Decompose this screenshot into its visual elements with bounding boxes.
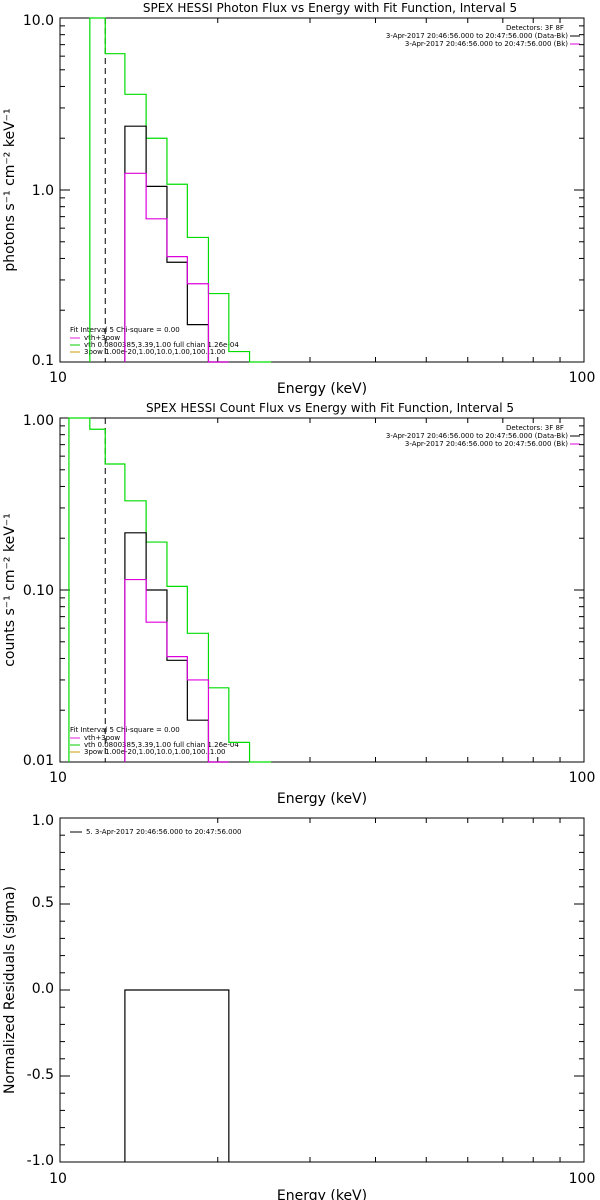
photon-fit-3pow-annotation: 3pow 1.00e-20,1.00,10.0,1.00,100.,1.00 — [84, 348, 226, 356]
residuals-x-tick-100: 100 — [569, 1171, 596, 1187]
photon-x-tick-100: 100 — [569, 370, 596, 386]
photon-y-tick-0.1: 0.1 — [32, 353, 54, 369]
photon-chart-title: SPEX HESSI Photon Flux vs Energy with Fi… — [143, 1, 517, 15]
count-fit-3pow-annotation: 3pow 1.00e-20,1.00,10.0,1.00,100.,1.00 — [84, 748, 226, 756]
count-series-2-steps — [124, 578, 229, 763]
photon-series-2-steps — [124, 172, 229, 363]
residuals-legend-text: 5. 3-Apr-2017 20:46:56.000 to 20:47:56.0… — [86, 828, 241, 836]
count-x-tick-10: 10 — [49, 770, 67, 786]
count-series-0-steps — [68, 417, 272, 763]
count-fit-vth-annotation: vth 0.0800385,3.39,1.00 full chian 1.26e… — [84, 741, 239, 749]
photon-plot-frame — [59, 17, 585, 363]
residuals-series-0-steps — [124, 989, 230, 1162]
count-fit-total-annotation: vth+3pow — [84, 734, 120, 742]
count-plot-frame — [59, 417, 585, 763]
photon-y-tick-1.0: 1.0 — [32, 183, 54, 199]
count-y-tick-1.00: 1.00 — [23, 413, 54, 429]
photon-x-axis-label: Energy (keV) — [277, 381, 367, 397]
residuals-y-tick-neg0.5: -0.5 — [27, 1067, 54, 1083]
count-x-axis-label: Energy (keV) — [277, 791, 367, 807]
count-y-axis-label: counts s⁻¹ cm⁻² keV⁻¹ — [2, 513, 18, 667]
photon-fit-total-annotation: vth+3pow — [84, 334, 120, 342]
residuals-panel: Energy (keV) Normalized Residuals (sigma… — [2, 813, 595, 1200]
count-y-tick-0.10: 0.10 — [23, 583, 54, 599]
count-interval-data-bk: 3-Apr-2017 20:46:56.000 to 20:47:56.000 … — [386, 432, 568, 440]
photon-interval-bk: 3-Apr-2017 20:46:56.000 to 20:47:56.000 … — [405, 40, 568, 48]
photon-fit-vth-annotation: vth 0.0800385,3.39,1.00 full chian 1.26e… — [84, 341, 239, 349]
photon-series-0-steps — [89, 17, 272, 363]
photon-x-tick-10: 10 — [49, 370, 67, 386]
count-y-tick-0.01: 0.01 — [23, 753, 54, 769]
residuals-x-tick-10: 10 — [49, 1171, 67, 1187]
count-x-tick-100: 100 — [569, 770, 596, 786]
photon-y-tick-10.0: 10.0 — [23, 13, 54, 29]
residuals-y-tick-1.0: 1.0 — [32, 813, 54, 829]
residuals-y-tick-0.0: 0.0 — [32, 981, 54, 997]
residuals-y-tick-0.5: 0.5 — [32, 895, 54, 911]
residuals-y-axis-label: Normalized Residuals (sigma) — [2, 886, 18, 1094]
residuals-y-tick-neg1.0: -1.0 — [27, 1153, 54, 1169]
count-detectors-label: Detectors: 3F 8F — [506, 424, 564, 432]
photon-y-axis-label: photons s⁻¹ cm⁻² keV⁻¹ — [2, 108, 18, 271]
count-chart-title: SPEX HESSI Count Flux vs Energy with Fit… — [146, 401, 514, 415]
photon-flux-panel: SPEX HESSI Photon Flux vs Energy with Fi… — [2, 1, 595, 397]
count-flux-panel: SPEX HESSI Count Flux vs Energy with Fit… — [2, 401, 595, 807]
residuals-x-axis-label: Energy (keV) — [277, 1188, 367, 1200]
count-interval-bk: 3-Apr-2017 20:46:56.000 to 20:47:56.000 … — [405, 440, 568, 448]
photon-detectors-label: Detectors: 3F 8F — [506, 24, 564, 32]
photon-interval-data-bk: 3-Apr-2017 20:46:56.000 to 20:47:56.000 … — [386, 32, 568, 40]
